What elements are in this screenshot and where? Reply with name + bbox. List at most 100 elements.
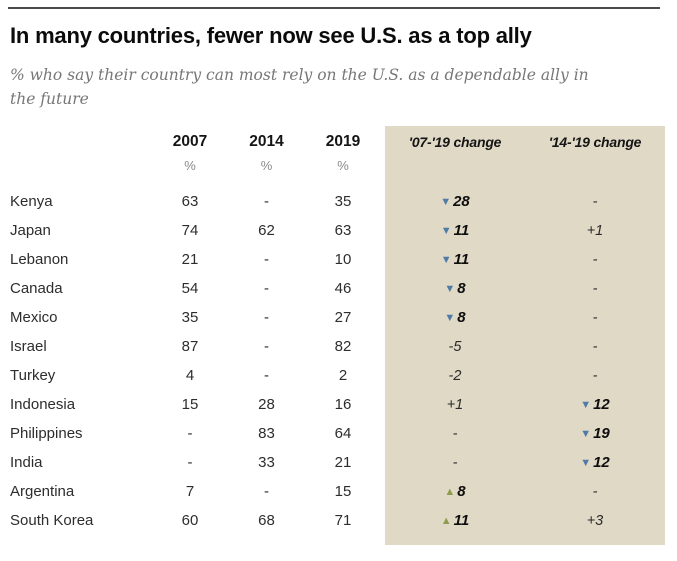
change-value: 11: [453, 512, 470, 529]
cell-2019: 21: [334, 454, 352, 471]
increase-triangle-icon: ▲: [440, 515, 452, 527]
cell-change-14-19: -: [592, 338, 598, 355]
cell-2019: 27: [334, 309, 352, 326]
cell-2014: -: [264, 309, 269, 326]
change-value: 19: [593, 425, 610, 442]
subtitle-line-1: % who say their country can most rely on…: [10, 66, 589, 84]
decrease-triangle-icon: ▼: [444, 283, 456, 295]
country-label: Japan: [10, 222, 51, 239]
cell-change-14-19: -: [592, 483, 598, 500]
cell-2007: -: [187, 425, 193, 442]
cell-2014: 62: [258, 222, 275, 239]
table-row: Lebanon 21 - 10 ▼ 11 -: [0, 245, 677, 274]
cell-2014: 28: [258, 396, 275, 413]
country-label: Canada: [10, 280, 63, 297]
cell-change-14-19: +1: [586, 222, 604, 239]
country-label: Israel: [10, 338, 47, 355]
cell-2014: -: [264, 280, 269, 297]
cell-change-14-19: -: [592, 193, 598, 210]
change-columns-panel: [385, 126, 665, 545]
cell-change-07-19: ▼ 11: [385, 222, 525, 239]
change-value: 8: [457, 309, 466, 326]
country-label: Lebanon: [10, 251, 69, 268]
cell-2019: 63: [334, 222, 352, 239]
cell-2007: 54: [181, 280, 199, 297]
decrease-triangle-icon: ▼: [444, 312, 456, 324]
cell-2014: -: [264, 338, 269, 355]
cell-change-14-19: -: [592, 367, 598, 384]
table-row: Japan 74 62 63 ▼ 11 +1: [0, 216, 677, 245]
cell-change-07-19: ▲ 11: [385, 512, 525, 529]
cell-2007: 87: [181, 338, 199, 355]
col-header-2007: 2007: [172, 133, 208, 150]
top-divider: [8, 7, 660, 9]
cell-2019: 64: [334, 425, 352, 442]
cell-2014: 68: [258, 512, 275, 529]
table-row: South Korea 60 68 71 ▲ 11 +3: [0, 506, 677, 535]
cell-change-07-19: ▲ 8: [385, 483, 525, 500]
cell-change-14-19: +3: [586, 512, 604, 529]
cell-change-14-19: ▼ 12: [525, 396, 665, 413]
change-value: 8: [457, 483, 466, 500]
cell-2014: -: [264, 483, 269, 500]
cell-2007: 21: [181, 251, 199, 268]
table-header-row: 2007 2014 2019 '07-'19 change '14-'19 ch…: [0, 129, 677, 155]
cell-change-07-19: ▼ 8: [385, 309, 525, 326]
percent-sign: %: [260, 157, 273, 173]
country-label: Mexico: [10, 309, 58, 326]
change-value: 11: [453, 251, 470, 268]
table-row: Mexico 35 - 27 ▼ 8 -: [0, 303, 677, 332]
cell-2014: -: [264, 367, 269, 384]
cell-2007: -: [187, 454, 193, 471]
cell-2014: -: [264, 193, 269, 210]
percent-row: % % %: [0, 155, 677, 175]
change-value: 12: [593, 454, 610, 471]
cell-change-14-19: ▼ 19: [525, 425, 665, 442]
ally-table: 2007 2014 2019 '07-'19 change '14-'19 ch…: [0, 126, 677, 535]
cell-change-14-19: ▼ 12: [525, 454, 665, 471]
table-row: Kenya 63 - 35 ▼ 28 -: [0, 187, 677, 216]
cell-change-07-19: -5: [448, 338, 462, 355]
cell-2014: 83: [258, 425, 275, 442]
country-label: India: [10, 454, 43, 471]
cell-change-07-19: ▼ 28: [385, 193, 525, 210]
cell-2007: 15: [181, 396, 199, 413]
table-row: India - 33 21 - ▼ 12: [0, 448, 677, 477]
decrease-triangle-icon: ▼: [440, 254, 452, 266]
table-row: Turkey 4 - 2 -2 -: [0, 361, 677, 390]
cell-2019: 35: [334, 193, 352, 210]
country-label: Philippines: [10, 425, 83, 442]
change-value: 28: [453, 193, 470, 210]
col-header-2019: 2019: [325, 133, 361, 150]
cell-2007: 60: [181, 512, 199, 529]
country-label: Indonesia: [10, 396, 76, 413]
cell-2019: 2: [338, 367, 348, 384]
cell-2014: -: [264, 251, 269, 268]
table-row: Indonesia 15 28 16 +1 ▼ 12: [0, 390, 677, 419]
cell-2007: 4: [185, 367, 195, 384]
cell-2007: 7: [185, 483, 195, 500]
cell-change-07-19: -2: [448, 367, 462, 384]
cell-2019: 46: [334, 280, 352, 297]
cell-change-14-19: -: [592, 251, 598, 268]
country-label: South Korea: [10, 512, 94, 529]
cell-2019: 71: [334, 512, 352, 529]
percent-sign: %: [184, 157, 196, 173]
change-value: 12: [593, 396, 610, 413]
change-value: 11: [453, 222, 470, 239]
page-title: In many countries, fewer now see U.S. as…: [10, 23, 532, 48]
page-subtitle: % who say their country can most rely on…: [10, 63, 650, 111]
country-label: Kenya: [10, 193, 53, 210]
country-label: Argentina: [10, 483, 75, 500]
decrease-triangle-icon: ▼: [440, 196, 452, 208]
table-row: Philippines - 83 64 - ▼ 19: [0, 419, 677, 448]
cell-change-07-19: ▼ 11: [385, 251, 525, 268]
cell-2019: 82: [334, 338, 352, 355]
cell-change-07-19: +1: [446, 396, 464, 413]
change-value: 8: [457, 280, 466, 297]
cell-change-07-19: ▼ 8: [385, 280, 525, 297]
decrease-triangle-icon: ▼: [580, 399, 592, 411]
decrease-triangle-icon: ▼: [580, 457, 592, 469]
table-row: Canada 54 - 46 ▼ 8 -: [0, 274, 677, 303]
